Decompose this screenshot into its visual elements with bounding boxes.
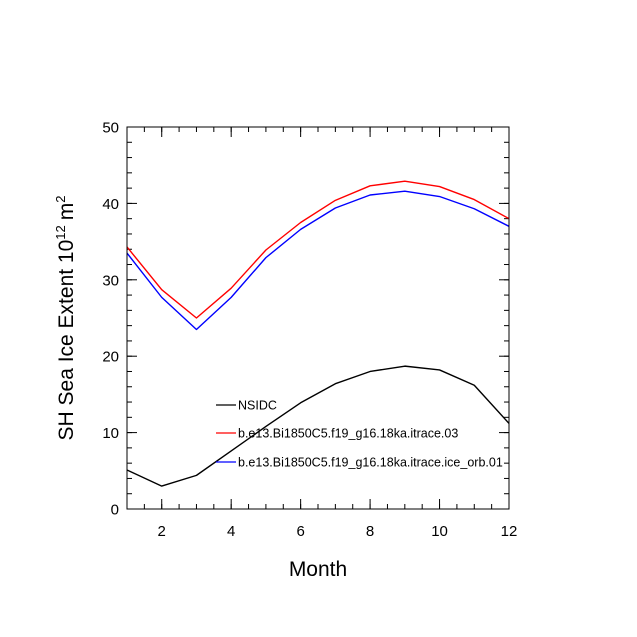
legend-label-itrace-ice-orb: b.e13.Bi1850C5.f19_g16.18ka.itrace.ice_o… — [238, 456, 503, 470]
x-axis-title: Month — [289, 558, 347, 581]
x-tick-label: 10 — [431, 523, 448, 540]
series-lines — [126, 180, 510, 487]
y-tick-label: 20 — [102, 349, 119, 366]
series-line-0 — [126, 365, 510, 487]
legend-label-nsidc: NSIDC — [238, 399, 277, 413]
legend: NSIDC b.e13.Bi1850C5.f19_g16.18ka.itrace… — [216, 399, 503, 470]
y-axis-title-unit: m — [55, 203, 78, 221]
y-tick-label: 40 — [102, 196, 119, 213]
series-line-2 — [126, 190, 510, 331]
plot-frame — [126, 126, 510, 510]
y-tick-label: 30 — [102, 272, 119, 289]
y-axis-title-main: SH Sea Ice Extent 10 — [55, 240, 78, 441]
series-line-1 — [126, 180, 510, 319]
y-tick-label: 0 — [111, 502, 119, 519]
y-axis-title-exp: 12 — [53, 225, 68, 239]
legend-label-itrace-03: b.e13.Bi1850C5.f19_g16.18ka.itrace.03 — [238, 427, 458, 441]
x-tick-label: 6 — [296, 523, 304, 540]
y-axis-title-unit-exp: 2 — [53, 196, 68, 203]
y-tick-label: 50 — [102, 120, 119, 137]
tick-labels: 2 4 6 8 10 12 0 10 20 30 40 50 — [102, 120, 517, 541]
x-tick-label: 12 — [501, 523, 518, 540]
tick-marks — [126, 126, 510, 510]
x-tick-label: 8 — [366, 523, 374, 540]
y-tick-label: 10 — [102, 425, 119, 442]
y-axis-title: SH Sea Ice Extent 1012 m2 — [53, 196, 78, 441]
x-tick-label: 2 — [158, 523, 166, 540]
x-tick-label: 4 — [227, 523, 235, 540]
